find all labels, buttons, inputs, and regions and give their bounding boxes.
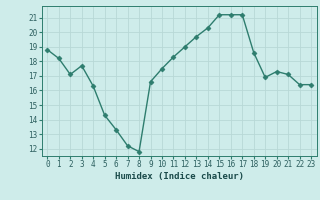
X-axis label: Humidex (Indice chaleur): Humidex (Indice chaleur) (115, 172, 244, 181)
